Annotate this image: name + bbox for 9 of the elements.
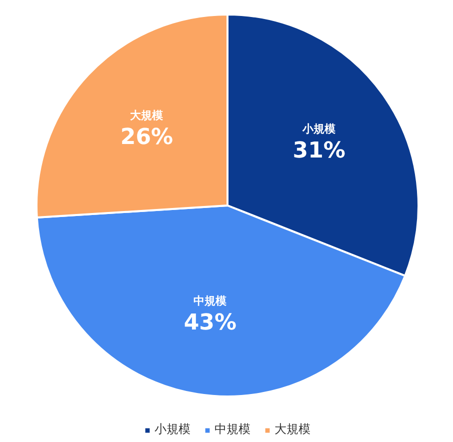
legend-label: 小規模 <box>154 421 190 438</box>
legend-label: 中規模 <box>214 421 250 438</box>
slice-label: 大規模 <box>130 109 164 122</box>
legend-label: 大規模 <box>274 421 310 438</box>
data-label: 26% <box>120 125 174 150</box>
slice-label: 小規模 <box>302 122 337 136</box>
data-label: 43% <box>184 310 237 336</box>
data-label: 31% <box>292 138 346 164</box>
slice-label: 中規模 <box>194 294 228 308</box>
